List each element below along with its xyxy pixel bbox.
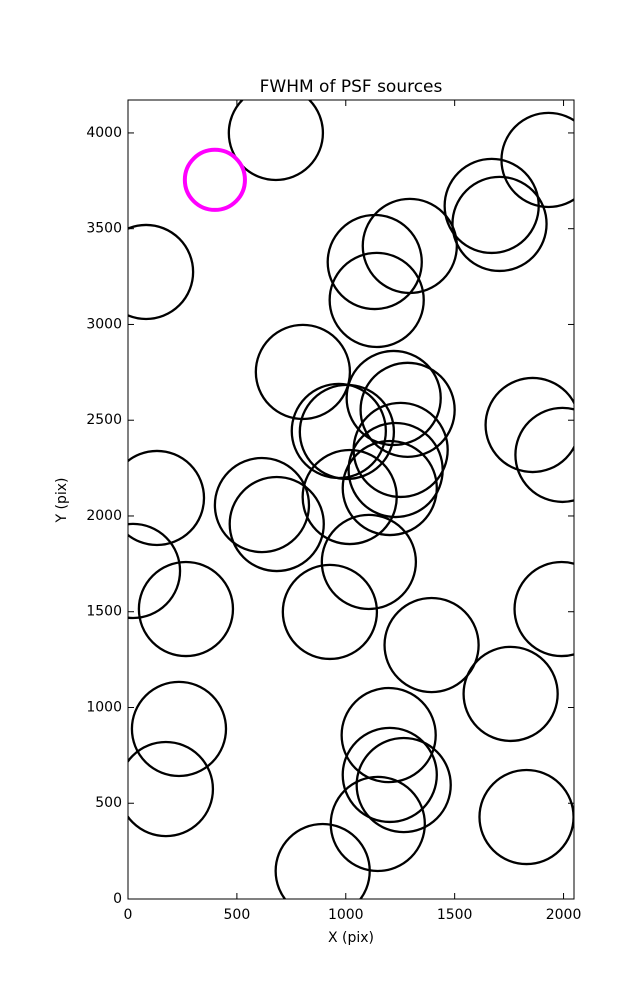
plot-area xyxy=(128,100,574,899)
source-circle xyxy=(274,822,371,899)
source-circle xyxy=(462,645,559,743)
source-circle xyxy=(290,382,387,480)
source-circle xyxy=(347,421,444,519)
source-circle xyxy=(298,383,396,481)
source-circle xyxy=(359,361,456,459)
source-circle xyxy=(341,726,438,824)
source-circle xyxy=(328,251,425,349)
source-circle xyxy=(130,680,228,778)
source-circle xyxy=(326,213,423,311)
source-circle xyxy=(383,596,480,694)
y-tick-label: 1500 xyxy=(86,604,122,620)
source-circle xyxy=(301,448,398,546)
source-circle xyxy=(478,768,574,866)
y-tick-label: 0 xyxy=(113,891,122,907)
source-circle xyxy=(513,560,574,658)
source-circle xyxy=(443,157,540,255)
y-tick-label: 500 xyxy=(95,795,122,811)
plot-frame xyxy=(127,99,575,900)
x-tick-label: 1000 xyxy=(328,907,364,923)
x-tick-label: 1500 xyxy=(437,907,473,923)
source-circle xyxy=(355,736,452,834)
source-circle xyxy=(228,475,325,573)
y-axis-label: Y (pix) xyxy=(54,478,70,524)
source-circle xyxy=(500,111,574,209)
x-tick-label: 0 xyxy=(124,907,133,923)
chart-title: FWHM of PSF sources xyxy=(260,77,443,97)
source-circle xyxy=(514,406,574,504)
y-tick-label: 4000 xyxy=(86,125,122,141)
source-circle xyxy=(451,175,548,273)
y-tick-label: 3500 xyxy=(86,221,122,237)
y-tick-label: 1000 xyxy=(86,699,122,715)
source-circle xyxy=(281,563,379,661)
y-tick-label: 2000 xyxy=(86,508,122,524)
source-circle xyxy=(227,100,325,182)
source-circle xyxy=(128,449,206,547)
source-circle xyxy=(345,349,442,447)
x-tick-label: 500 xyxy=(224,907,251,923)
source-circle xyxy=(128,522,182,620)
source-circle xyxy=(320,513,418,611)
source-circle xyxy=(213,456,311,554)
source-circle xyxy=(254,323,352,421)
x-axis-label: X (pix) xyxy=(328,930,374,946)
source-circle xyxy=(137,560,235,658)
source-circle xyxy=(128,223,195,321)
source-circle xyxy=(340,686,437,784)
source-circle xyxy=(361,197,458,295)
source-circle xyxy=(182,147,247,212)
source-circle xyxy=(484,376,574,474)
y-tick-label: 2500 xyxy=(86,412,122,428)
x-tick-label: 2000 xyxy=(546,907,582,923)
y-tick-label: 3000 xyxy=(86,316,122,332)
source-circle xyxy=(341,439,438,537)
source-circle xyxy=(128,740,215,838)
